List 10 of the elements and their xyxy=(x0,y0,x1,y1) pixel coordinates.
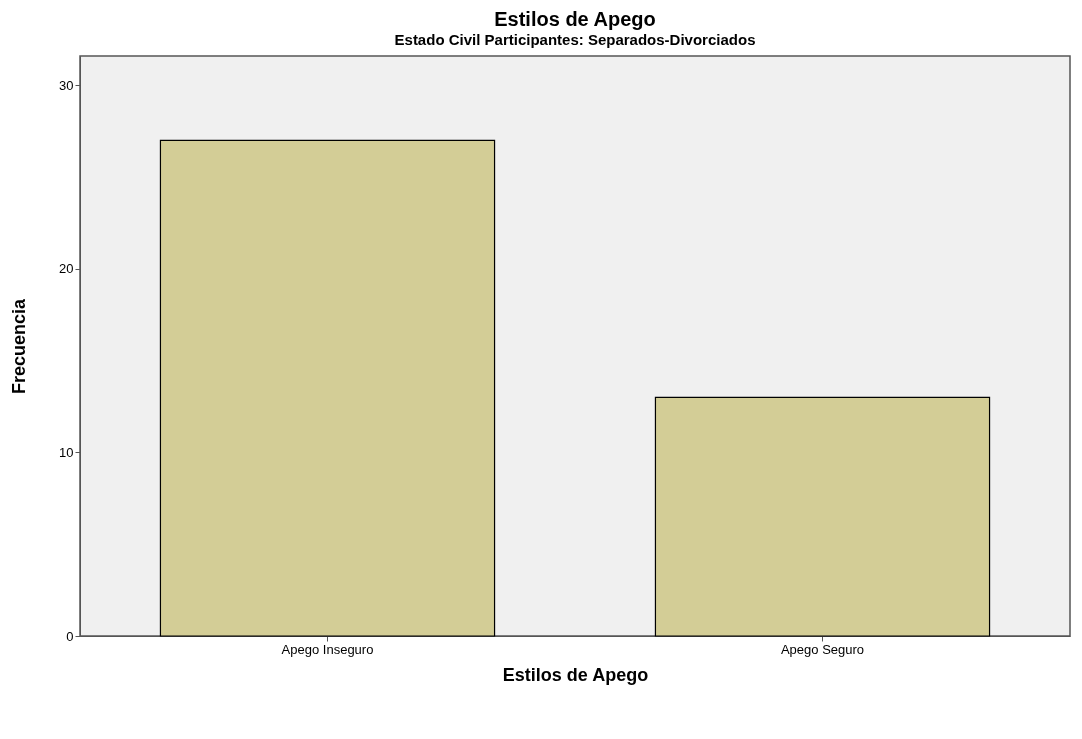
chart-subtitle: Estado Civil Participantes: Separados-Divorciados xyxy=(394,31,756,48)
y-tick-label: 10 xyxy=(59,444,74,460)
y-tick-label: 30 xyxy=(59,77,74,93)
y-tick-label: 20 xyxy=(59,261,74,277)
chart-title: Estilos de Apego xyxy=(494,8,656,30)
y-tick-label: 0 xyxy=(66,628,74,644)
x-tick-label: Apego Seguro xyxy=(780,641,865,657)
x-tick-label: Apego Inseguro xyxy=(281,641,374,657)
y-axis-title: Frecuencia xyxy=(9,297,30,395)
x-axis-title: Estilos de Apego xyxy=(502,664,649,685)
